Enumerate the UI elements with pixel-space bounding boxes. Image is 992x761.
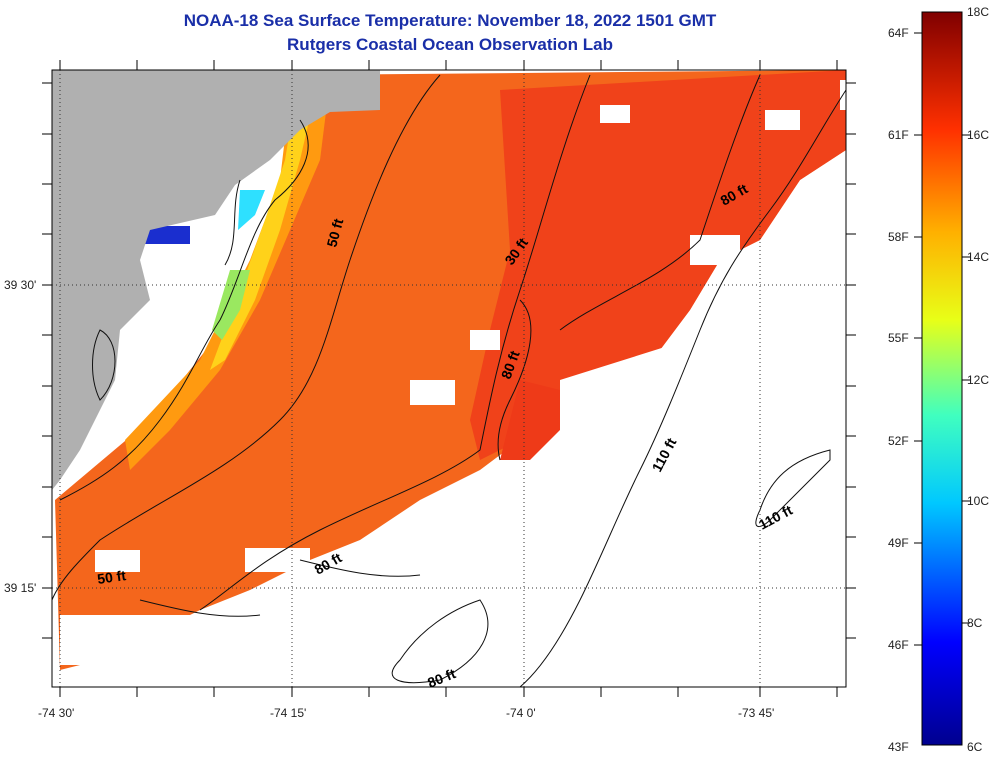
lon-label: -74 0' [506,706,536,720]
colorbar-f-label: 43F [888,740,909,754]
map-area [52,70,846,687]
graticule [52,70,846,687]
lat-label: 39 15' [4,581,37,595]
contour-label: 50 ft [323,217,346,249]
lat-label: 39 30' [4,278,37,292]
lon-label: -73 45' [738,706,775,720]
colorbar-c-label: 12C [967,373,990,387]
map-title: NOAA-18 Sea Surface Temperature: Novembe… [183,11,717,30]
land-area [52,70,380,490]
colorbar-c-label: 6C [967,740,983,754]
colorbar-c-label: 14C [967,250,990,264]
colorbar-c-label: 16C [967,128,990,142]
contour-label: 50 ft [96,567,127,587]
colorbar-f-label: 64F [888,26,909,40]
colorbar-f-label: 49F [888,536,909,550]
colorbar-f-label: 61F [888,128,909,142]
map-subtitle: Rutgers Coastal Ocean Observation Lab [287,35,613,54]
colorbar-f-label: 55F [888,331,909,345]
colorbar-f-label: 58F [888,230,909,244]
colorbar-f-label: 52F [888,434,909,448]
colorbar-c-label: 10C [967,494,990,508]
lon-label: -74 30' [38,706,75,720]
colorbar [921,11,963,746]
colorbar-c-label: 18C [967,5,990,19]
colorbar-c-label: 8C [967,616,983,630]
lon-label: -74 15' [270,706,307,720]
colorbar-f-label: 46F [888,638,909,652]
